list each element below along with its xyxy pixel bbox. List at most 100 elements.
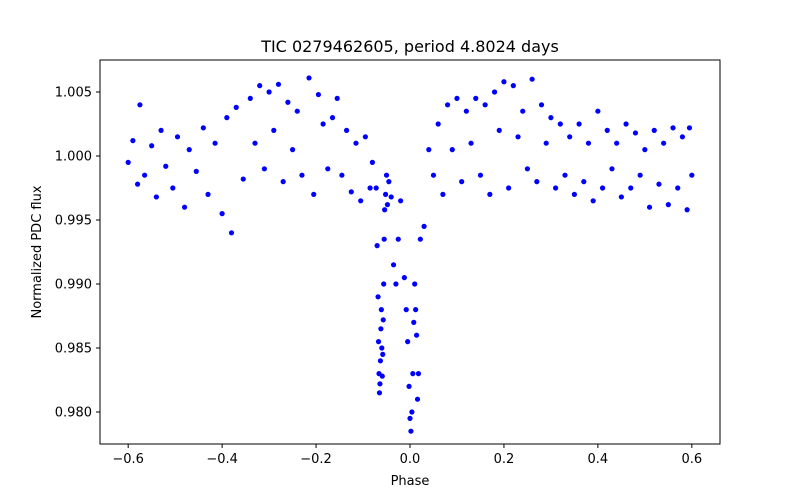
data-point — [686, 125, 693, 131]
data-point — [379, 345, 385, 351]
data-point — [557, 121, 563, 127]
chart-title: TIC 0279462605, period 4.8024 days — [260, 37, 559, 56]
data-point — [477, 172, 484, 178]
y-axis-label: Normalized PDC flux — [30, 185, 45, 318]
data-point — [520, 108, 526, 114]
data-point — [378, 307, 384, 313]
data-point — [661, 140, 667, 146]
data-point — [339, 172, 345, 178]
data-point — [609, 166, 615, 172]
data-point — [393, 281, 399, 287]
data-point — [506, 185, 512, 191]
data-point — [381, 281, 387, 287]
y-tick-label: 0.990 — [55, 278, 92, 293]
data-point — [320, 121, 326, 127]
data-point — [684, 207, 690, 213]
data-point — [454, 95, 460, 101]
data-point — [595, 108, 601, 114]
data-point — [491, 89, 498, 95]
data-point — [614, 140, 620, 146]
data-point — [386, 179, 392, 185]
data-point — [665, 202, 671, 208]
data-point — [414, 396, 421, 402]
data-point — [380, 317, 386, 323]
data-point — [548, 115, 554, 121]
data-point — [257, 83, 263, 89]
data-point — [401, 275, 407, 281]
data-point — [675, 185, 681, 191]
data-point — [212, 140, 218, 146]
data-point — [228, 230, 235, 236]
data-point — [412, 281, 418, 287]
data-point — [174, 134, 181, 140]
data-point — [411, 319, 417, 325]
data-point — [299, 172, 305, 178]
data-point — [149, 143, 155, 149]
data-point — [413, 307, 419, 313]
data-point — [524, 166, 531, 172]
data-point — [543, 140, 549, 146]
data-point — [468, 140, 474, 146]
data-point — [463, 108, 469, 114]
x-tick-label: 0.0 — [400, 452, 421, 467]
data-point — [444, 102, 451, 108]
data-point — [567, 134, 573, 140]
data-point — [487, 191, 493, 197]
y-tick-label: 0.980 — [55, 406, 92, 421]
data-point — [403, 307, 409, 313]
data-point — [642, 147, 648, 153]
data-point — [501, 79, 507, 85]
data-point — [266, 89, 272, 95]
data-point — [562, 172, 568, 178]
data-point — [329, 115, 336, 121]
data-point — [369, 159, 376, 165]
data-point — [496, 127, 502, 133]
data-point — [289, 147, 296, 153]
data-point — [459, 179, 465, 185]
data-point — [440, 191, 446, 197]
data-point — [374, 243, 380, 249]
data-point — [200, 125, 206, 131]
data-point — [367, 185, 373, 191]
data-point — [261, 166, 267, 172]
data-point — [618, 194, 624, 200]
data-point — [515, 134, 521, 140]
data-point — [358, 198, 364, 204]
y-tick-label: 0.995 — [55, 214, 92, 229]
data-point — [377, 381, 383, 387]
y-tick-label: 1.005 — [55, 86, 92, 101]
data-point — [181, 204, 188, 210]
data-point — [130, 138, 136, 144]
data-point — [219, 211, 225, 217]
data-point — [408, 428, 414, 434]
data-point — [325, 166, 331, 172]
x-tick-label: 0.6 — [681, 452, 702, 467]
data-point — [353, 140, 359, 146]
data-point — [382, 191, 389, 197]
data-point — [247, 95, 253, 101]
data-point — [449, 147, 455, 153]
data-point — [379, 373, 385, 379]
y-axis: 0.980 0.985 0.990 0.995 1.000 1.005 — [55, 86, 100, 421]
data-point — [275, 81, 282, 87]
data-point — [381, 236, 387, 242]
data-point — [670, 125, 676, 131]
data-point — [585, 140, 592, 146]
data-point — [378, 326, 384, 332]
x-axis: −0.6 −0.4 −0.2 0.0 0.2 0.4 0.6 — [112, 444, 702, 467]
data-point — [137, 102, 143, 108]
x-tick-label: −0.6 — [112, 452, 144, 467]
data-point — [435, 121, 441, 127]
data-point — [410, 371, 416, 377]
data-point — [421, 223, 427, 229]
x-tick-label: 0.4 — [588, 452, 609, 467]
data-point — [405, 339, 411, 345]
data-point — [311, 191, 317, 197]
data-point — [294, 108, 300, 114]
data-point — [637, 172, 643, 178]
data-point — [395, 236, 401, 242]
data-point — [581, 179, 587, 185]
data-point — [590, 198, 596, 204]
data-point — [285, 99, 291, 105]
